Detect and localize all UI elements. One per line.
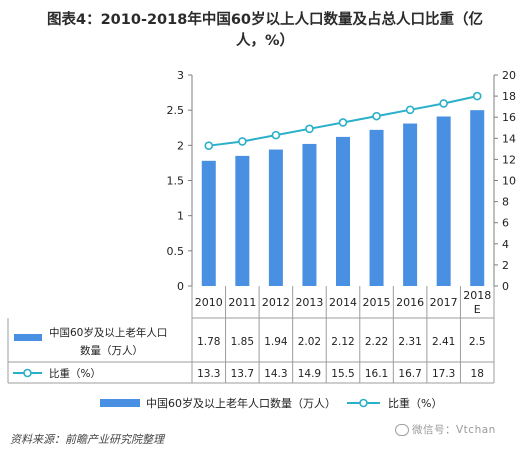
data-label: 14.9 [298,368,321,380]
y-right-tick-label: 16 [502,111,516,124]
chart-title-line1: 图表4：2010-2018年中国60岁以上人口数量及占总人口比重（亿 [47,12,483,28]
line-point [372,111,381,121]
y-left-tick-label: 2.5 [167,104,185,117]
data-label: 13.3 [197,368,220,380]
x-tick-label: E [474,303,481,316]
x-tick-label: 2016 [396,296,424,309]
legend-line-point [359,398,368,408]
table-row-label: 中国60岁及以上老年人口 [49,326,167,339]
legend-label: 中国60岁及以上老年人口数量（万人） [146,396,336,410]
data-label: 1.94 [264,336,288,348]
y-right-tick-label: 14 [502,132,516,145]
data-label: 2.41 [432,336,455,348]
x-tick-label: 2010 [195,296,223,309]
wechat-icon [395,424,409,436]
data-label: 2.12 [331,336,354,348]
bar [369,129,384,286]
bar [302,143,317,286]
line-point [204,141,214,150]
data-label: 13.7 [231,368,254,380]
line-point [439,99,448,108]
data-label: 2.5 [469,336,486,348]
x-tick-label: 2011 [228,296,256,309]
watermark: 微信号：Vtchan [395,422,496,437]
y-right-tick-label: 12 [502,153,516,166]
y-right-tick-label: 6 [502,217,509,230]
table-line-swatch-point [23,368,32,378]
bar [268,149,283,286]
data-label: 16.1 [365,368,388,380]
chart-title: 图表4：2010-2018年中国60岁以上人口数量及占总人口比重（亿 人，%） [0,10,530,52]
y-left-tick-label: 2 [177,139,184,152]
x-tick-label: 2013 [295,296,323,309]
y-left-tick-label: 0 [177,280,184,293]
x-tick-label: 2012 [262,296,290,309]
table-bar-swatch [14,334,42,341]
line-point [338,118,348,127]
y-left-tick-label: 1.5 [167,175,185,188]
bar [403,123,418,286]
line-point [405,105,415,115]
chart-title-line2: 人，%） [235,33,295,49]
table-row-label: 数量（万人） [80,344,143,357]
watermark-text: 微信号：Vtchan [412,424,496,436]
legend-label: 比重（%） [388,396,442,410]
y-right-tick-label: 4 [502,238,509,251]
data-label: 18 [471,368,484,380]
data-label: 15.5 [331,368,354,380]
data-label: 2.31 [398,336,421,348]
line-point [271,130,281,140]
y-right-tick-label: 0 [502,280,509,293]
y-left-tick-label: 1 [177,210,184,223]
data-label: 14.3 [264,368,287,380]
bar [235,155,250,286]
line-point [472,91,482,101]
data-label: 16.7 [398,368,421,380]
y-right-tick-label: 20 [502,69,516,82]
y-left-tick-label: 0.5 [167,245,185,258]
bar [201,160,216,286]
data-label: 1.78 [197,336,220,348]
bar [436,116,451,286]
x-tick-label: 2014 [329,296,357,309]
x-tick-label: 2017 [430,296,458,309]
y-right-tick-label: 18 [502,90,516,103]
bar [336,136,350,286]
y-left-tick-label: 3 [177,69,184,82]
data-label: 2.02 [298,336,321,348]
line-point [238,137,247,146]
source-note: 资料来源：前瞻产业研究院整理 [10,433,164,446]
x-tick-label: 2015 [363,296,391,309]
y-right-tick-label: 2 [502,259,509,272]
y-right-tick-label: 8 [502,196,509,209]
table-row-label: 比重（%） [49,367,101,380]
line-point [305,124,314,134]
data-label: 1.85 [231,336,254,348]
y-right-tick-label: 10 [502,175,516,188]
x-tick-label: 2018 [463,289,491,302]
legend-bar-swatch [100,399,140,407]
data-label: 17.3 [432,368,455,380]
bar [470,110,485,287]
data-label: 2.22 [365,336,388,348]
